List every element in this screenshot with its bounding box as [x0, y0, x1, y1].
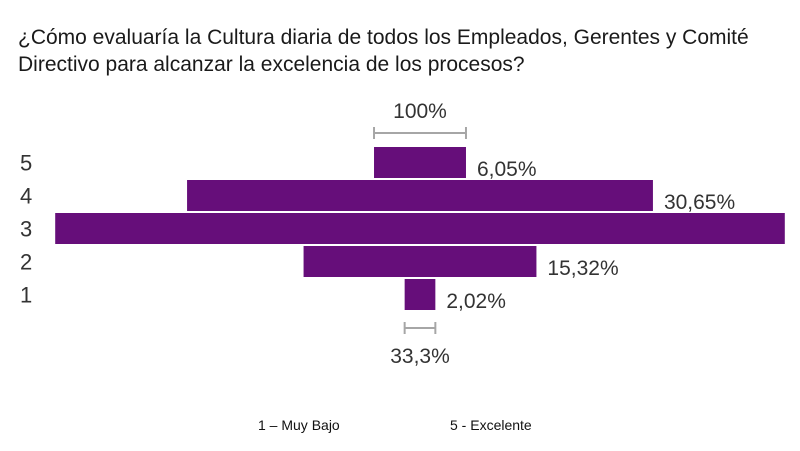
category-label-2: 2 [20, 250, 32, 275]
category-label-5: 5 [20, 151, 32, 176]
funnel-bar-4 [187, 180, 653, 211]
legend-high-label: 5 - Excelente [450, 417, 532, 433]
category-label-4: 4 [20, 184, 32, 209]
value-label-4: 30,65% [664, 191, 735, 214]
funnel-bar-2 [303, 246, 537, 277]
top-marker-label: 100% [393, 100, 447, 123]
funnel-bar-3 [55, 213, 785, 244]
funnel-bar-1 [404, 279, 436, 310]
funnel-bar-5 [374, 147, 466, 178]
category-label-1: 1 [20, 283, 32, 308]
value-label-2: 15,32% [547, 257, 618, 280]
chart-title: ¿Cómo evaluaría la Cultura diaria de tod… [18, 26, 749, 76]
category-label-3: 3 [20, 217, 32, 242]
value-label-1: 2,02% [446, 290, 506, 313]
bottom-marker-label: 33,3% [390, 345, 450, 368]
value-label-5: 6,05% [477, 158, 537, 181]
legend-low-label: 1 – Muy Bajo [258, 417, 340, 433]
